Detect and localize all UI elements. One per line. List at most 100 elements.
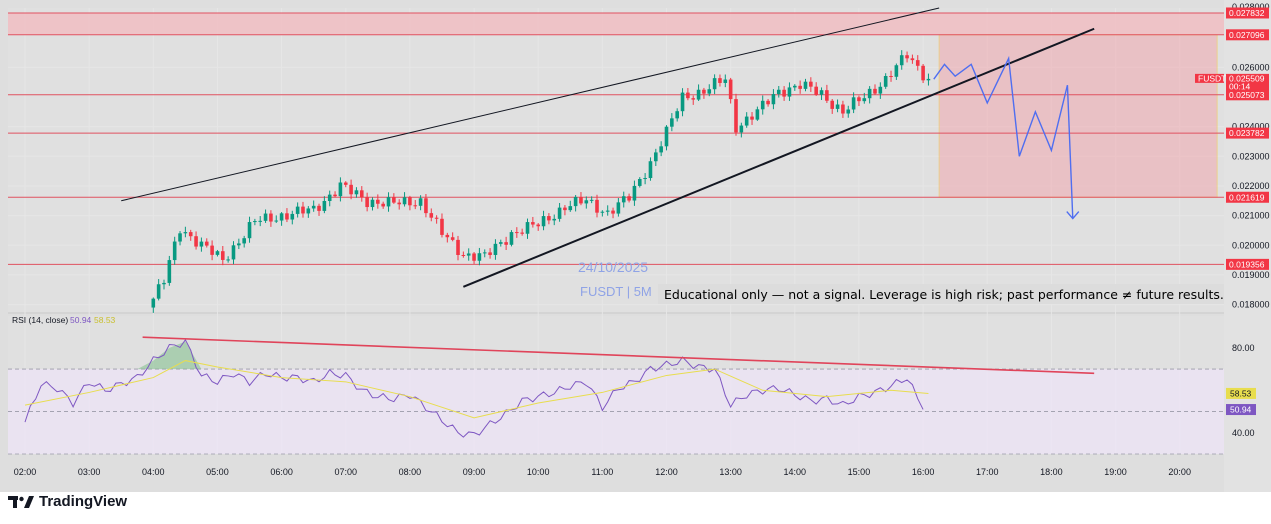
candle-81: [584, 196, 589, 209]
candle-body-124: [814, 86, 818, 95]
candle-body-37: [349, 184, 353, 195]
price-axis: 0.026000 0.024000 0.023000 0.022000 0.021000…: [1232, 2, 1270, 438]
zones: [8, 12, 1224, 198]
candle-body-98: [675, 111, 679, 119]
candle-body-53: [434, 217, 439, 219]
time-label-7: 09:00: [463, 467, 486, 477]
candle-124: [814, 82, 818, 96]
candle-body-39: [359, 190, 364, 198]
candle-body-84: [600, 211, 605, 213]
candle-body-49: [413, 205, 418, 207]
level-badge-text-5: 0.021619: [1229, 192, 1265, 202]
rsi-ma-badge-text: 58.53: [1230, 388, 1252, 398]
candle-4: [172, 236, 177, 265]
candle-136: [878, 82, 883, 99]
candle-body-60: [472, 253, 476, 261]
candle-body-2: [162, 282, 166, 285]
candle-body-90: [632, 185, 637, 201]
candle-53: [434, 215, 439, 224]
candle-28: [301, 201, 305, 218]
candle-body-6: [183, 232, 188, 234]
projection-path: [933, 55, 1080, 220]
projection-line: [933, 55, 1074, 219]
candle-body-120: [793, 85, 797, 88]
candle-body-85: [605, 210, 610, 212]
candle-body-82: [589, 199, 594, 201]
price-tick-3: 0.022000: [1232, 181, 1270, 191]
time-label-5: 07:00: [334, 467, 357, 477]
candle-body-121: [798, 85, 802, 89]
candle-91: [637, 177, 642, 188]
candle-body-91: [637, 179, 642, 186]
candle-86: [611, 207, 615, 219]
candle-77: [563, 205, 567, 216]
candle-body-69: [520, 232, 524, 234]
candle-body-54: [440, 218, 444, 235]
candle-121: [798, 80, 802, 94]
time-label-3: 05:00: [206, 467, 229, 477]
candle-body-28: [301, 206, 305, 214]
candle-108: [728, 77, 733, 104]
candle-62: [482, 249, 487, 258]
last-price-badge-text: 0.025509: [1229, 73, 1265, 83]
candle-body-52: [429, 213, 434, 218]
candle-body-122: [803, 81, 808, 89]
candle-body-38: [354, 190, 359, 195]
candle-body-127: [830, 100, 835, 109]
candle-41: [370, 197, 375, 211]
candle-87: [616, 197, 621, 217]
candle-body-133: [862, 98, 867, 102]
candle-9: [199, 237, 204, 252]
candle-body-128: [835, 104, 840, 109]
candle-body-94: [654, 152, 658, 162]
level-badge-0: [1226, 7, 1269, 19]
tradingview-logo[interactable]: TradingView: [8, 493, 127, 510]
candle-body-68: [515, 232, 519, 234]
candle-body-109: [734, 99, 738, 133]
candle-74: [547, 213, 551, 225]
candle-body-75: [552, 218, 557, 221]
candle-32: [322, 196, 327, 214]
level-badge-5: [1226, 191, 1269, 203]
candle-body-9: [199, 241, 204, 247]
candle-body-35: [338, 182, 343, 197]
candle-114: [760, 95, 765, 115]
candle-body-55: [445, 234, 450, 238]
candle-113: [755, 106, 760, 121]
candle-137: [883, 73, 888, 89]
candle-75: [552, 214, 557, 226]
candle-14: [226, 256, 230, 263]
candle-body-117: [776, 89, 781, 95]
time-label-18: 20:00: [1168, 467, 1191, 477]
candle-16: [237, 238, 241, 250]
price-tick-7: 0.018000: [1232, 300, 1270, 310]
rsi-indicator: [8, 336, 1224, 455]
candle-body-46: [397, 202, 402, 205]
candle-78: [568, 200, 573, 212]
candle-body-136: [878, 86, 883, 94]
candle-body-89: [627, 196, 631, 201]
rsi-line: [24, 338, 924, 438]
candle-12: [215, 249, 220, 257]
candle-72: [536, 223, 540, 231]
candle-body-93: [648, 161, 653, 179]
rsi-overbought-fill: [137, 341, 202, 370]
candle-125: [819, 87, 824, 101]
candle-24: [279, 212, 284, 226]
candle-body-48: [408, 197, 412, 206]
candle-body-137: [883, 76, 888, 87]
candle-21: [263, 209, 268, 223]
rsi-tick-1: 40.00: [1232, 428, 1255, 438]
candle-126: [825, 84, 829, 104]
level-badge-text-4: 0.023782: [1229, 128, 1265, 138]
last-price-badge: [1226, 73, 1269, 91]
candle-body-144: [921, 65, 925, 81]
candle-10: [204, 238, 209, 248]
candle-body-33: [327, 194, 332, 201]
candle-23: [274, 215, 279, 223]
candle-13: [220, 245, 225, 266]
candle-143: [915, 55, 920, 71]
candle-body-113: [755, 109, 760, 120]
candle-body-22: [269, 213, 273, 222]
